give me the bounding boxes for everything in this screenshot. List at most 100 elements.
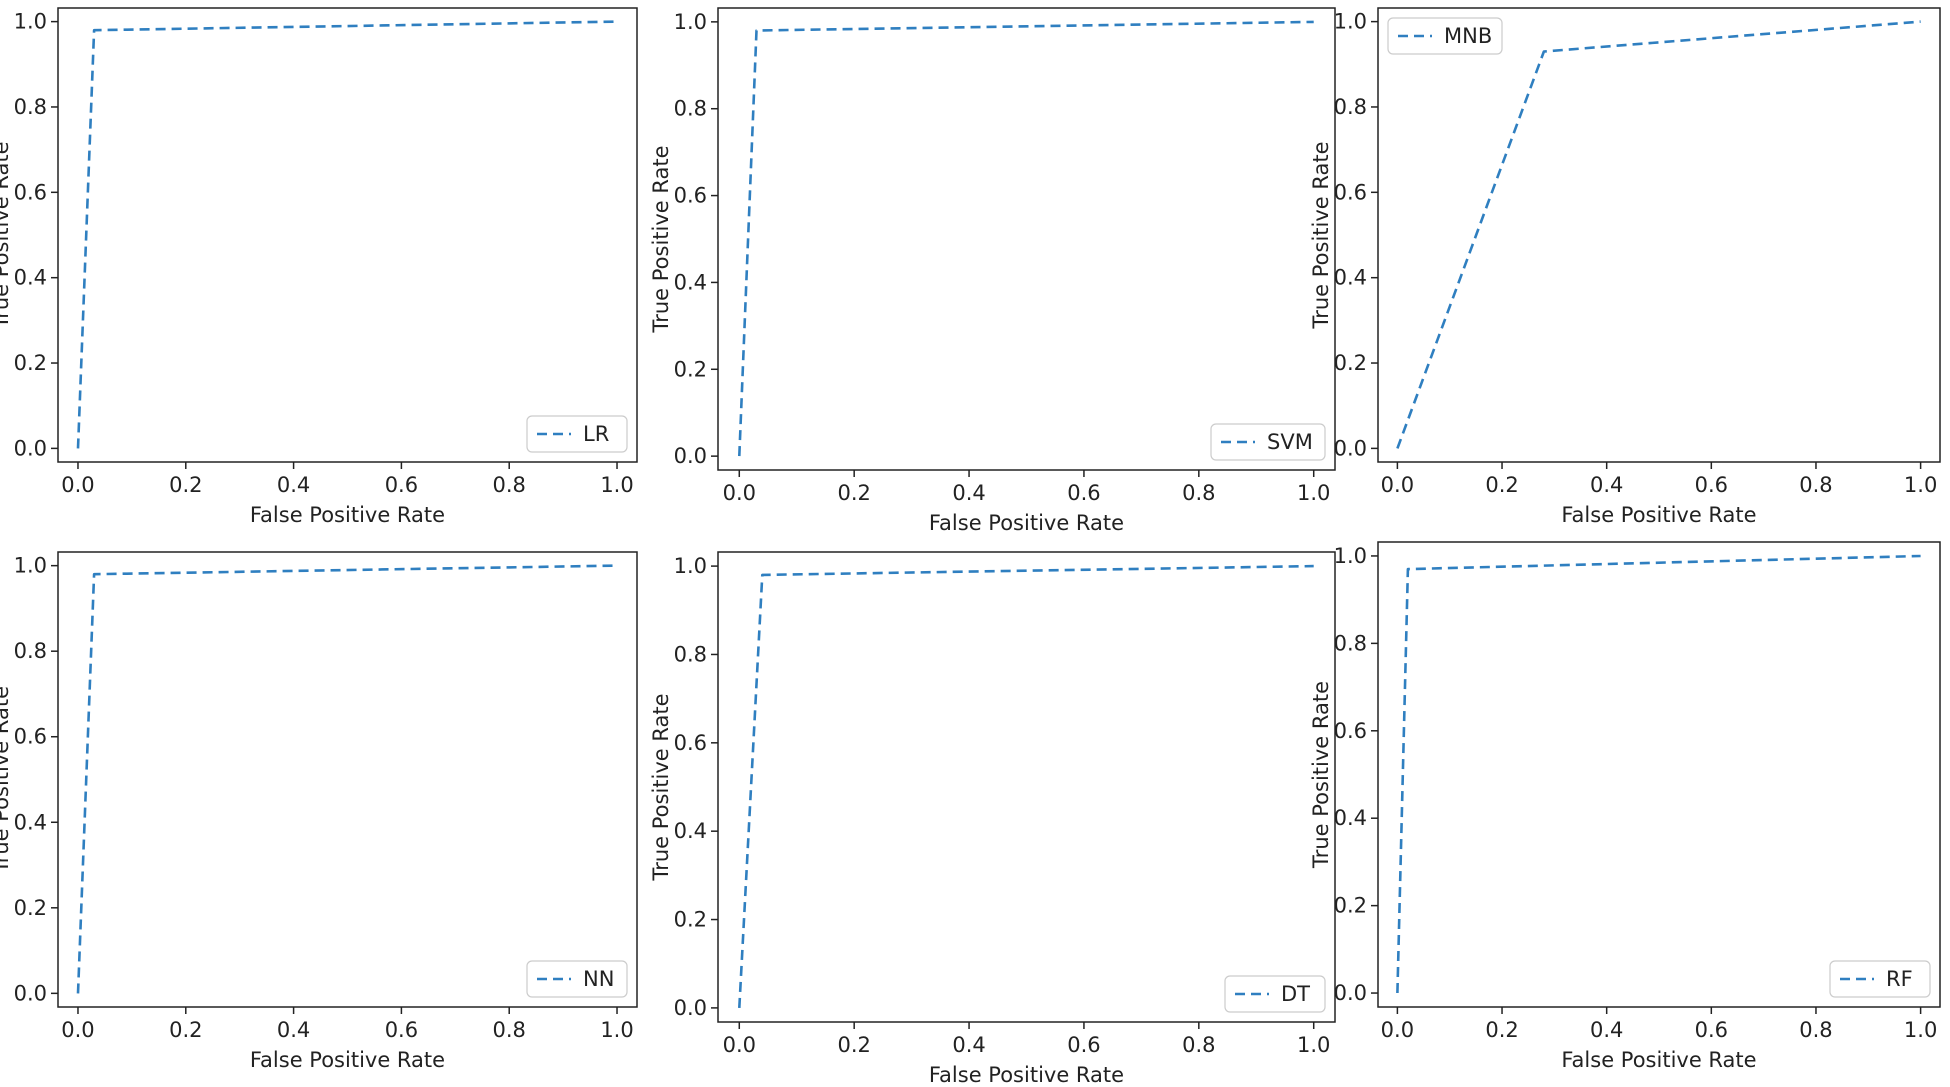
x-tick-label: 1.0 — [1297, 481, 1330, 505]
x-tick-label: 0.0 — [723, 481, 756, 505]
roc-curve-line — [76, 20, 618, 449]
roc-subplot-1: 0.0 0.2 0.4 0.6 0.8 1.0 0.0 0.2 0.4 0.6 0.8 1.0 Fals… — [0, 7, 638, 527]
x-tick-label: 0.0 — [61, 473, 94, 497]
x-axis-label: False Positive Rate — [1561, 503, 1756, 527]
y-tick-label: 0.4 — [1334, 806, 1367, 830]
y-tick-label: 0.2 — [674, 908, 707, 932]
y-tick-label: 0.8 — [1334, 95, 1367, 119]
x-tick-label: 1.0 — [600, 473, 633, 497]
x-axis-label: False Positive Rate — [929, 1063, 1124, 1087]
y-tick-label: 0.4 — [14, 810, 47, 834]
x-tick-label: 0.0 — [1381, 1018, 1414, 1042]
plot-frame — [57, 551, 638, 1008]
roc-curve-line — [738, 20, 1314, 457]
x-tick-label: 0.4 — [277, 1018, 310, 1042]
y-tick-label: 0.8 — [14, 95, 47, 119]
legend: SVM — [1210, 423, 1326, 461]
legend-box — [1829, 960, 1931, 998]
x-tick-label: 0.0 — [61, 1018, 94, 1042]
x-tick-label: 0.4 — [952, 1033, 985, 1057]
y-tick-label: 0.4 — [674, 819, 707, 843]
y-tick-label: 0.4 — [674, 270, 707, 294]
x-tick-label: 0.6 — [385, 473, 418, 497]
plot-frame — [717, 551, 1336, 1023]
x-tick-label: 1.0 — [1297, 1033, 1330, 1057]
legend: RF — [1829, 960, 1931, 998]
y-tick-label: 0.0 — [14, 981, 47, 1005]
x-tick-label: 0.2 — [169, 1018, 202, 1042]
legend: NN — [526, 960, 628, 998]
y-tick-label: 0.4 — [1334, 266, 1367, 290]
x-tick-label: 0.0 — [1381, 473, 1414, 497]
x-tick-label: 0.2 — [169, 473, 202, 497]
y-tick-label: 0.6 — [14, 180, 47, 204]
x-tick-label: 0.4 — [1590, 1018, 1623, 1042]
roc-subplot-3: 0.0 0.2 0.4 0.6 0.8 1.0 0.0 0.2 0.4 0.6 0.8 1.0 Fals… — [1309, 7, 1941, 527]
plot-frame — [717, 7, 1336, 471]
y-tick-label: 0.2 — [1334, 894, 1367, 918]
y-axis-label: True Positive Rate — [1309, 681, 1333, 869]
y-tick-label: 0.6 — [674, 184, 707, 208]
roc-subplot-6: 0.0 0.2 0.4 0.6 0.8 1.0 0.0 0.2 0.4 0.6 0.8 1.0 Fals… — [1309, 541, 1941, 1072]
x-tick-label: 1.0 — [600, 1018, 633, 1042]
legend-label: LR — [583, 422, 609, 446]
x-tick-label: 0.0 — [723, 1033, 756, 1057]
plot-frame — [57, 7, 638, 463]
y-tick-label: 1.0 — [14, 554, 47, 578]
legend-box — [1210, 423, 1326, 461]
y-tick-label: 0.8 — [674, 642, 707, 666]
roc-curve-line — [1396, 20, 1921, 449]
y-tick-label: 0.4 — [14, 266, 47, 290]
y-tick-label: 0.0 — [1334, 436, 1367, 460]
y-tick-label: 0.0 — [14, 436, 47, 460]
x-tick-label: 0.8 — [493, 1018, 526, 1042]
x-axis-label: False Positive Rate — [1561, 1048, 1756, 1072]
y-tick-label: 0.6 — [1334, 719, 1367, 743]
y-tick-label: 0.0 — [674, 996, 707, 1020]
legend-label: RF — [1886, 967, 1913, 991]
legend-box — [526, 960, 628, 998]
y-tick-label: 1.0 — [14, 10, 47, 34]
y-axis-label: True Positive Rate — [0, 686, 13, 874]
x-tick-label: 0.4 — [952, 481, 985, 505]
roc-subplot-5: 0.0 0.2 0.4 0.6 0.8 1.0 0.0 0.2 0.4 0.6 0.8 1.0 Fals… — [649, 551, 1336, 1087]
legend-box — [526, 415, 628, 453]
y-tick-label: 0.8 — [674, 97, 707, 121]
x-tick-label: 0.2 — [837, 481, 870, 505]
x-tick-label: 0.6 — [1695, 1018, 1728, 1042]
x-axis-label: False Positive Rate — [929, 511, 1124, 535]
y-tick-label: 0.6 — [14, 725, 47, 749]
y-axis-label: True Positive Rate — [649, 145, 673, 333]
x-tick-label: 0.8 — [1799, 1018, 1832, 1042]
roc-curve-line — [76, 564, 618, 994]
x-tick-label: 0.8 — [1182, 1033, 1215, 1057]
y-tick-label: 1.0 — [674, 554, 707, 578]
x-tick-label: 0.8 — [1799, 473, 1832, 497]
roc-curve-line — [738, 564, 1314, 1008]
y-tick-label: 0.2 — [674, 357, 707, 381]
y-tick-label: 0.2 — [1334, 351, 1367, 375]
x-tick-label: 0.2 — [1485, 1018, 1518, 1042]
y-tick-label: 0.0 — [1334, 981, 1367, 1005]
legend-label: NN — [583, 967, 614, 991]
x-tick-label: 1.0 — [1904, 1018, 1937, 1042]
x-tick-label: 0.6 — [1067, 1033, 1100, 1057]
legend-label: DT — [1281, 982, 1310, 1006]
y-axis-label: True Positive Rate — [0, 141, 13, 329]
plot-frame — [1377, 541, 1941, 1008]
x-tick-label: 0.4 — [1590, 473, 1623, 497]
y-axis-label: True Positive Rate — [1309, 141, 1333, 329]
y-tick-label: 0.6 — [674, 731, 707, 755]
x-tick-label: 0.6 — [1695, 473, 1728, 497]
x-tick-label: 0.6 — [1067, 481, 1100, 505]
roc-subplot-2: 0.0 0.2 0.4 0.6 0.8 1.0 0.0 0.2 0.4 0.6 0.8 1.0 Fals… — [649, 7, 1336, 535]
y-tick-label: 0.8 — [14, 639, 47, 663]
legend-box — [1224, 975, 1326, 1013]
legend-label: SVM — [1267, 430, 1313, 454]
x-tick-label: 0.8 — [493, 473, 526, 497]
y-axis-label: True Positive Rate — [649, 693, 673, 881]
x-tick-label: 0.2 — [1485, 473, 1518, 497]
roc-curve-line — [1396, 554, 1921, 994]
roc-subplot-4: 0.0 0.2 0.4 0.6 0.8 1.0 0.0 0.2 0.4 0.6 0.8 1.0 Fals… — [0, 551, 638, 1072]
